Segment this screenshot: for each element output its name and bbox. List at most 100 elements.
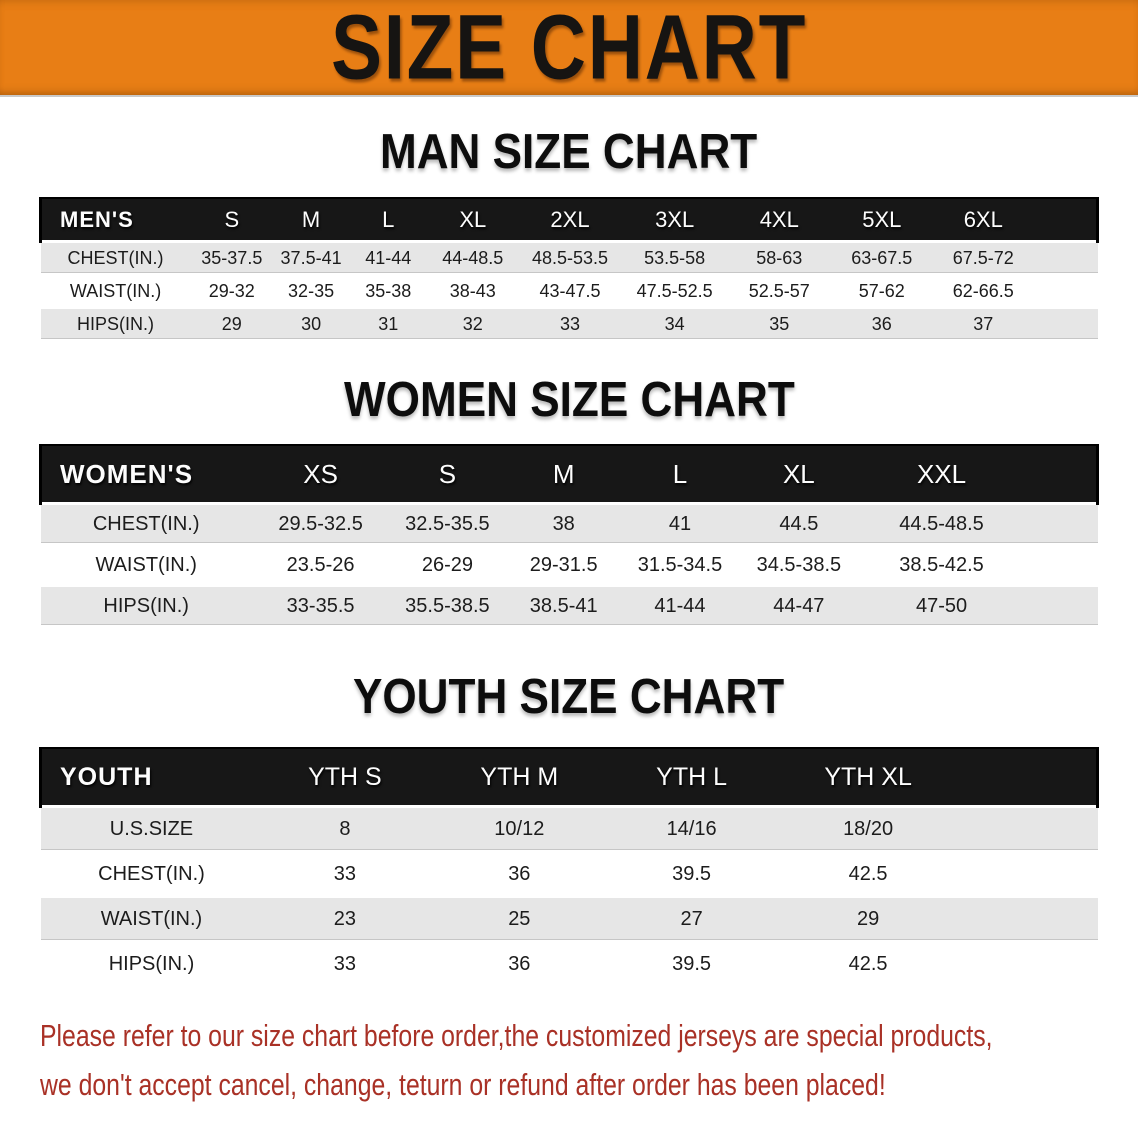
size-value-cell: 42.5 [771,940,965,985]
size-value-cell: 38.5-41 [505,584,622,625]
size-value-cell: 23.5-26 [251,543,390,586]
measurement-row: WAIST(IN.) 23.5-26 26-29 29-31.5 31.5-34.5 34… [40,543,1098,586]
disclaimer-note: Please refer to our size chart before or… [40,1011,1138,1109]
size-value-cell: 48.5-53.5 [518,240,622,275]
measurement-label: HIPS(IN.) [40,940,263,985]
row-spacer [1034,273,1098,308]
size-value-cell: 35 [727,306,832,339]
row-spacer [1023,502,1098,545]
size-header-row: WOMEN'S XS S M L XL XXL [38,444,1100,505]
size-value-cell: 37 [932,306,1034,339]
size-value-cell: 38-43 [427,273,519,308]
size-value-cell: 44-47 [738,584,860,625]
measurement-label: WAIST(IN.) [40,543,252,586]
size-value-cell: 26-29 [389,543,506,586]
size-value-cell: 31.5-34.5 [621,543,739,586]
size-value-cell: 8 [262,805,428,852]
women-size-section: WOMEN SIZE CHART WOMEN'S XS S M L XL XXL CHEST(… [0,372,1138,625]
size-value-cell: 29 [190,306,274,339]
size-value-cell: 41-44 [349,240,428,275]
size-value-cell: 57-62 [831,273,933,308]
size-value-cell: 38 [505,502,622,545]
size-value-cell: 52.5-57 [727,273,832,308]
size-value-cell: 32-35 [273,273,350,308]
disclaimer-line-2: we don't accept cancel, change, teturn o… [40,1067,886,1102]
size-value-cell: 35-37.5 [190,240,274,275]
disclaimer-line-1: Please refer to our size chart before or… [40,1018,993,1053]
size-value-cell: 36 [831,306,933,339]
measurement-row: HIPS(IN.) 33-35.5 35.5-38.5 38.5-41 41-44 44-… [40,584,1098,625]
size-header-row: MEN'S S M L XL 2XL 3XL 4XL 5XL 6XL [38,197,1099,243]
size-value-cell: 14/16 [611,805,772,852]
size-value-cell: 29.5-32.5 [251,502,390,545]
size-value-cell: 29-31.5 [505,543,622,586]
size-column-header: YTH S [262,747,428,808]
size-value-cell: 31 [349,306,428,339]
man-size-section: MAN SIZE CHART MEN'S S M L XL 2XL 3XL 4XL 5XL 6XL… [0,124,1138,339]
size-column-header: S [190,197,274,243]
size-column-header: 4XL [727,197,832,243]
banner-title: SIZE CHART [331,0,807,99]
size-column-header: YTH L [611,747,772,808]
row-spacer [964,895,1098,942]
row-spacer [1023,584,1098,625]
size-value-cell: 36 [427,850,612,897]
size-value-cell: 38.5-42.5 [859,543,1024,586]
size-value-cell: 62-66.5 [932,273,1034,308]
size-value-cell: 43-47.5 [518,273,622,308]
size-column-header: 5XL [831,197,933,243]
measurement-label: U.S.SIZE [40,805,263,852]
size-value-cell: 53.5-58 [621,240,728,275]
size-value-cell: 29-32 [190,273,274,308]
size-column-header: L [349,197,428,243]
measurement-label: CHEST(IN.) [40,850,263,897]
size-value-cell: 41-44 [621,584,739,625]
size-value-cell: 10/12 [427,805,612,852]
size-value-cell: 44.5-48.5 [859,502,1024,545]
size-value-cell: 32.5-35.5 [389,502,506,545]
measurement-row: WAIST(IN.) 29-32 32-35 35-38 38-43 43-47.5 47.… [40,273,1098,308]
youth-size-table: YOUTH YTH S YTH M YTH L YTH XL U.S.SIZE 8 10/12… [39,747,1100,985]
size-value-cell: 34 [621,306,728,339]
size-column-header: 6XL [932,197,1034,243]
youth-size-section: YOUTH SIZE CHART YOUTH YTH S YTH M YTH L YTH… [0,669,1138,985]
size-column-header: S [389,444,506,505]
size-value-cell: 25 [427,895,612,942]
size-column-header: XXL [859,444,1024,505]
size-value-cell: 39.5 [611,850,772,897]
measurement-label: WAIST(IN.) [40,273,191,308]
size-value-cell: 67.5-72 [932,240,1034,275]
row-spacer [964,850,1098,897]
size-value-cell: 41 [621,502,739,545]
size-value-cell: 18/20 [771,805,965,852]
men-size-table: MEN'S S M L XL 2XL 3XL 4XL 5XL 6XL CHEST(IN.) 35-37… [38,197,1099,339]
measurement-label: CHEST(IN.) [40,502,252,545]
group-label: WOMEN'S [38,444,252,505]
size-value-cell: 30 [273,306,350,339]
row-spacer [1023,543,1098,586]
header-spacer [1023,444,1100,505]
size-value-cell: 23 [262,895,428,942]
size-column-header: 2XL [518,197,622,243]
size-value-cell: 44-48.5 [427,240,519,275]
size-chart-page: SIZE CHART MAN SIZE CHART MEN'S S M L XL 2XL 3… [0,0,1138,1109]
size-value-cell: 29 [771,895,965,942]
man-size-heading: MAN SIZE CHART [380,125,758,179]
women-size-table: WOMEN'S XS S M L XL XXL CHEST(IN.) 29.5-32.5 32.5… [38,444,1100,625]
size-chart-banner: SIZE CHART [0,0,1138,97]
size-value-cell: 35.5-38.5 [389,584,506,625]
size-value-cell: 39.5 [611,940,772,985]
measurement-row: CHEST(IN.) 35-37.5 37.5-41 41-44 44-48.5 48.5… [40,240,1098,275]
size-column-header: M [505,444,622,505]
size-value-cell: 33-35.5 [251,584,390,625]
size-value-cell: 47-50 [859,584,1024,625]
size-column-header: 3XL [621,197,728,243]
row-spacer [964,805,1098,852]
size-value-cell: 42.5 [771,850,965,897]
measurement-row: HIPS(IN.) 29 30 31 32 33 34 35 36 37 [40,306,1098,339]
size-value-cell: 47.5-52.5 [621,273,728,308]
group-label: MEN'S [38,197,191,243]
measurement-row: CHEST(IN.) 29.5-32.5 32.5-35.5 38 41 44.5 44.5… [40,502,1098,545]
size-column-header: L [621,444,739,505]
size-value-cell: 37.5-41 [273,240,350,275]
